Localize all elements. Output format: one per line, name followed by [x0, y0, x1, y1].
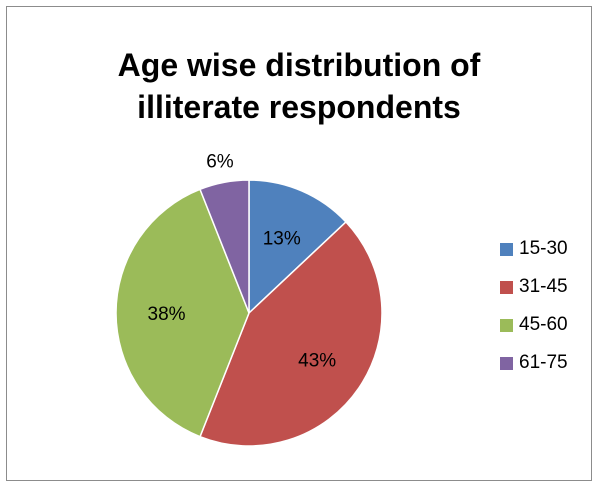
- pie-slice-45-60: [115, 188, 250, 438]
- legend-swatch: [500, 318, 513, 332]
- pie-slice-31-45: [199, 220, 383, 447]
- legend-label: 15-30: [519, 238, 568, 259]
- data-label-45-60: 38%: [148, 304, 186, 325]
- legend-label: 45-60: [519, 314, 568, 335]
- chart-title-line-2: illiterate respondents: [137, 89, 461, 125]
- legend-label: 61-75: [519, 352, 568, 373]
- legend-swatch: [500, 242, 513, 256]
- legend-item-61-75: 61-75: [500, 344, 568, 382]
- chart-title-line-1: Age wise distribution of: [117, 47, 481, 83]
- legend-swatch: [500, 356, 513, 370]
- legend: 15-30 31-45 45-60 61-75: [500, 230, 568, 382]
- legend-item-45-60: 45-60: [500, 306, 568, 344]
- legend-item-15-30: 15-30: [500, 230, 568, 268]
- data-label-31-45: 43%: [298, 350, 336, 371]
- chart-title: Age wise distribution of illiterate resp…: [6, 44, 592, 128]
- legend-item-31-45: 31-45: [500, 268, 568, 306]
- pie-slice-61-75: [199, 179, 250, 314]
- data-label-61-75: 6%: [206, 152, 234, 173]
- pie-slice-15-30: [248, 179, 348, 315]
- data-label-15-30: 13%: [263, 228, 301, 249]
- legend-label: 31-45: [519, 276, 568, 297]
- legend-swatch: [500, 280, 513, 294]
